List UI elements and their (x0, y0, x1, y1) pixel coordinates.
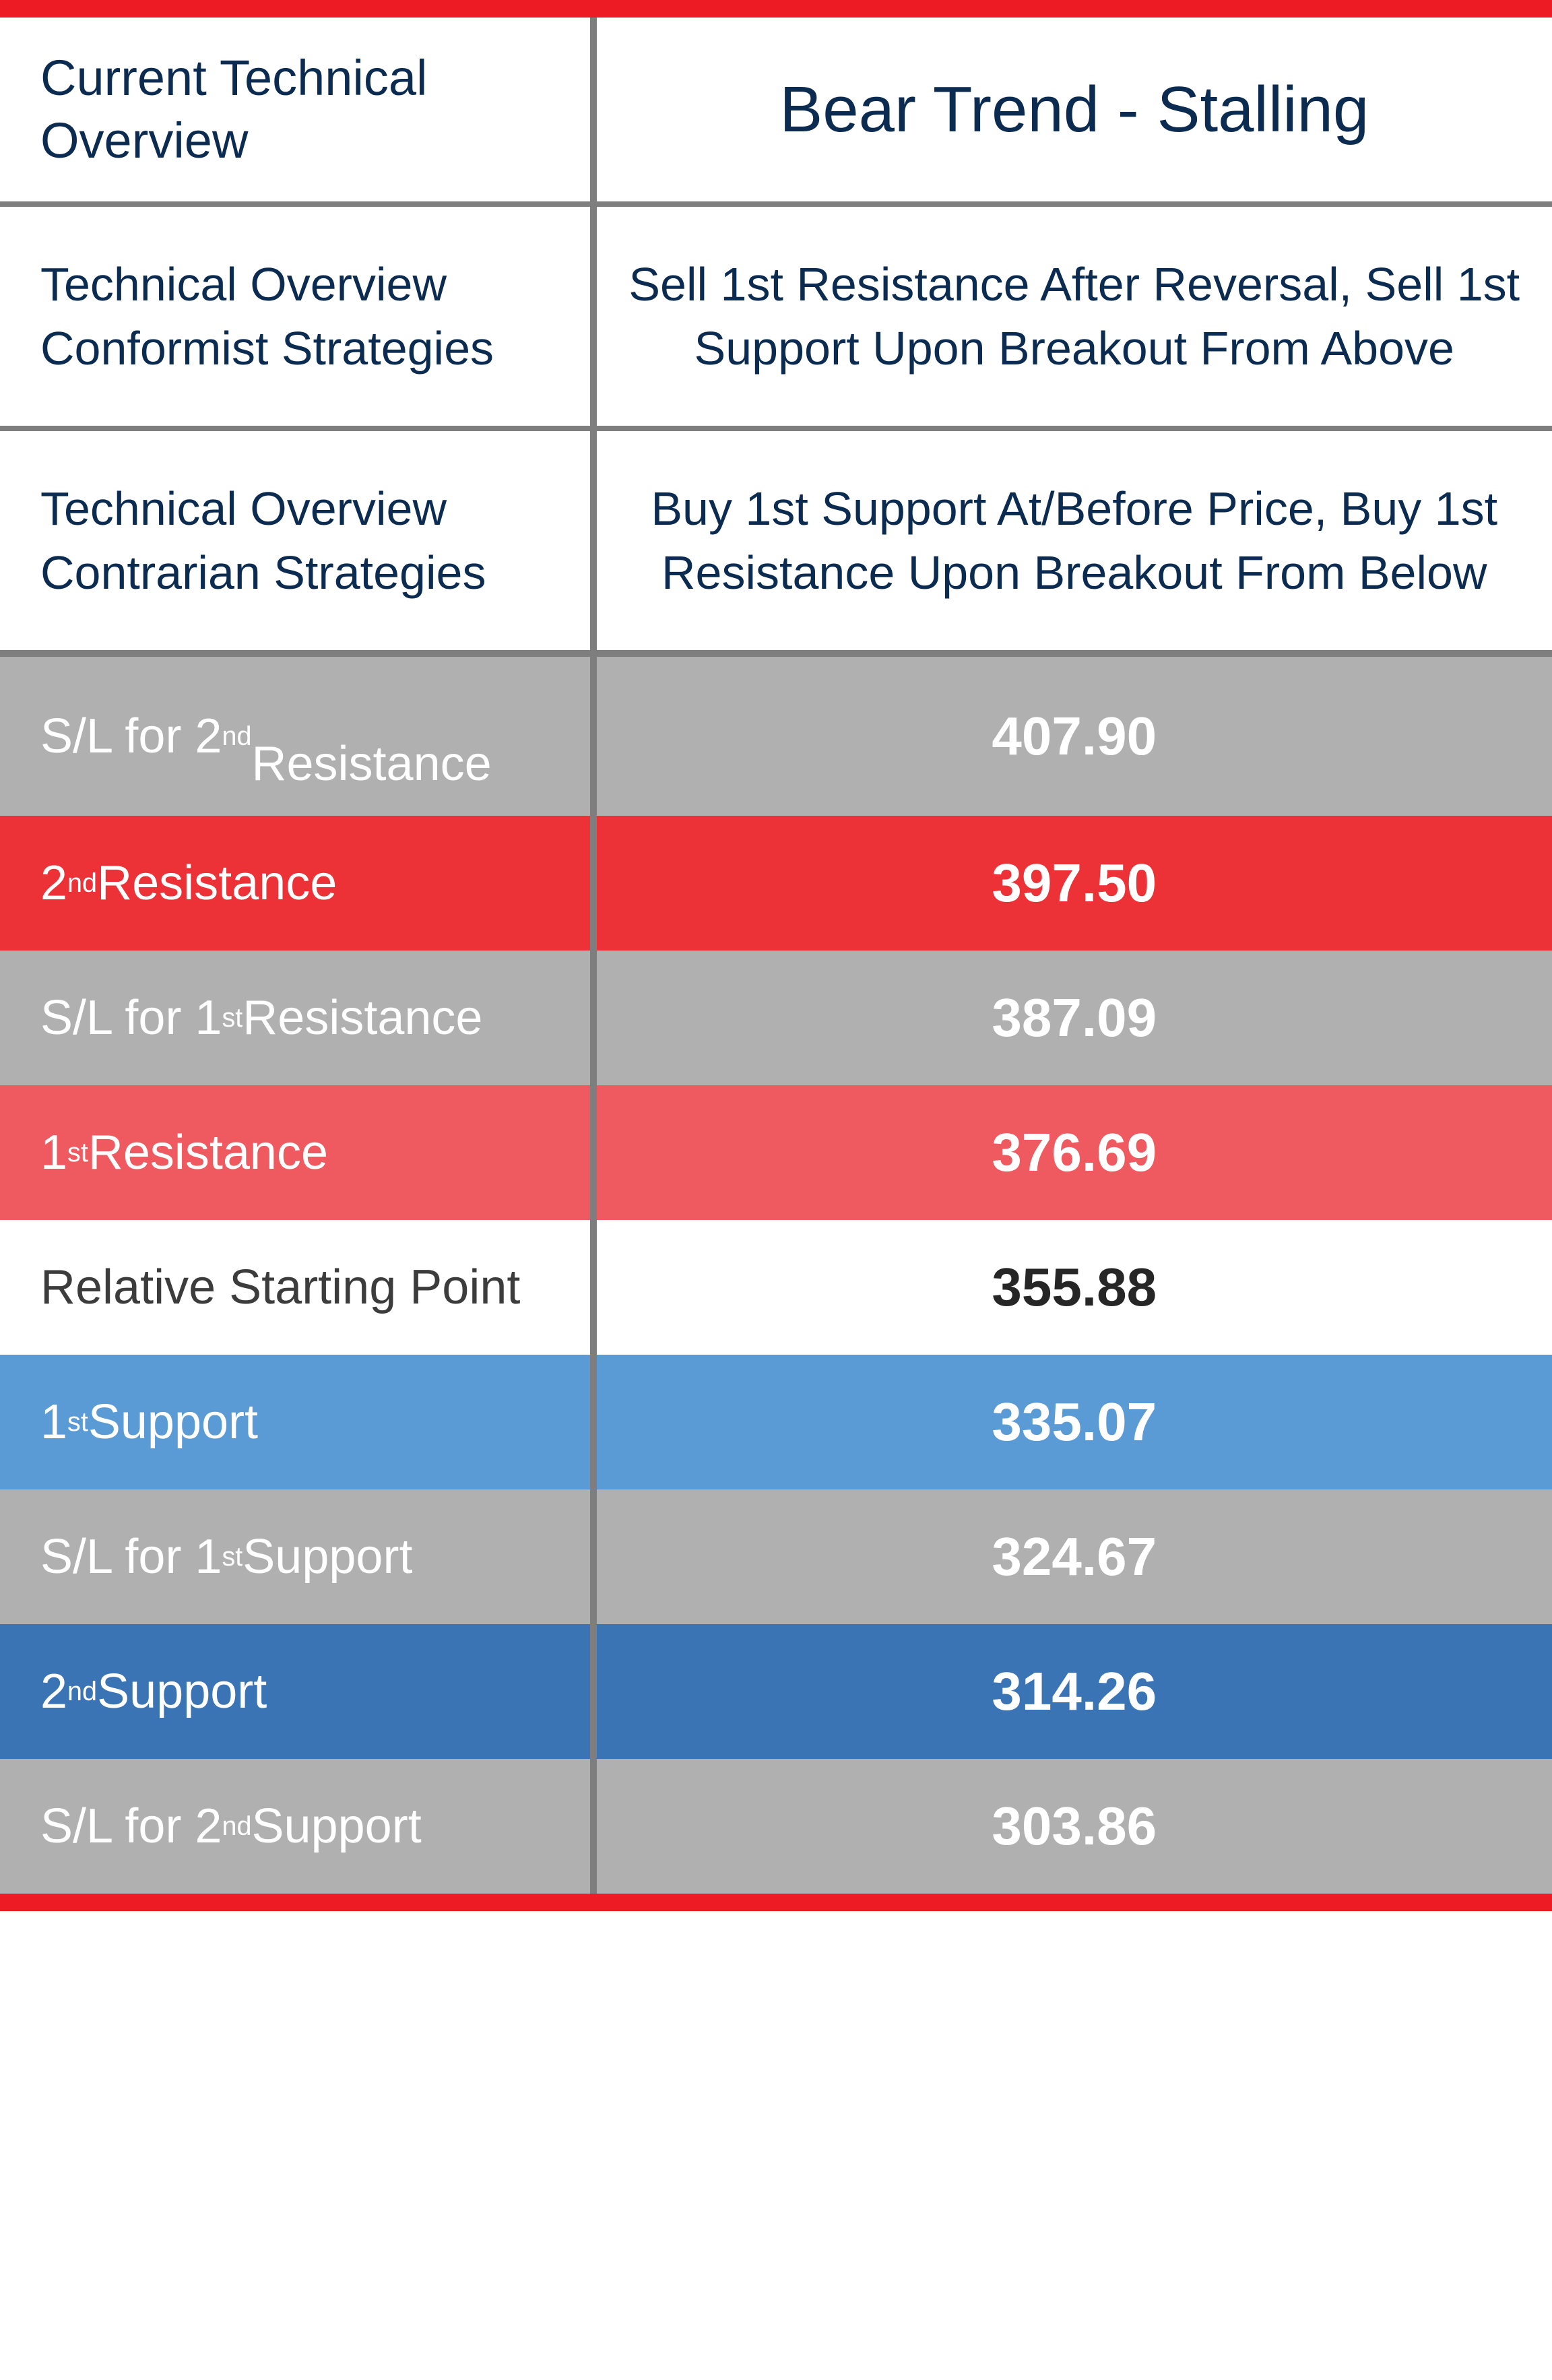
technical-overview-table: Current Technical Overview Bear Trend - … (0, 0, 1552, 1911)
header-value: Bear Trend - Stalling (590, 18, 1552, 201)
level-value: 324.67 (590, 1489, 1552, 1624)
level-value: 355.88 (590, 1220, 1552, 1355)
strategy-row-contrarian: Technical Overview Contrarian Strategies… (0, 426, 1552, 650)
level-value: 387.09 (590, 951, 1552, 1085)
levels-section: S/L for 2ndResistance407.902nd Resistanc… (0, 650, 1552, 1894)
level-row: S/L for 2ndResistance407.90 (0, 657, 1552, 816)
accent-bar-top (0, 0, 1552, 18)
level-row: 1st Resistance376.69 (0, 1085, 1552, 1220)
level-label: 2nd Support (0, 1624, 590, 1759)
strategy-label: Technical Overview Conformist Strategies (0, 207, 590, 426)
level-row: 2nd Resistance397.50 (0, 816, 1552, 951)
level-row: S/L for 1st Resistance387.09 (0, 951, 1552, 1085)
strategy-value: Sell 1st Resistance After Reversal, Sell… (590, 207, 1552, 426)
level-label: S/L for 1st Resistance (0, 951, 590, 1085)
strategy-row-conformist: Technical Overview Conformist Strategies… (0, 201, 1552, 426)
level-label: 1st Resistance (0, 1085, 590, 1220)
level-value: 407.90 (590, 657, 1552, 816)
level-label: S/L for 2ndResistance (0, 657, 590, 816)
header-label: Current Technical Overview (0, 18, 590, 201)
level-value: 335.07 (590, 1355, 1552, 1489)
level-value: 397.50 (590, 816, 1552, 951)
accent-bar-bottom (0, 1894, 1552, 1911)
level-label: S/L for 2nd Support (0, 1759, 590, 1894)
level-value: 314.26 (590, 1624, 1552, 1759)
level-label: Relative Starting Point (0, 1220, 590, 1355)
level-value: 303.86 (590, 1759, 1552, 1894)
level-row: 2nd Support314.26 (0, 1624, 1552, 1759)
level-label: 2nd Resistance (0, 816, 590, 951)
strategy-label: Technical Overview Contrarian Strategies (0, 431, 590, 650)
level-label: 1st Support (0, 1355, 590, 1489)
level-label: S/L for 1st Support (0, 1489, 590, 1624)
strategy-value: Buy 1st Support At/Before Price, Buy 1st… (590, 431, 1552, 650)
level-row: S/L for 1st Support324.67 (0, 1489, 1552, 1624)
level-row: Relative Starting Point355.88 (0, 1220, 1552, 1355)
header-row: Current Technical Overview Bear Trend - … (0, 18, 1552, 201)
level-row: S/L for 2nd Support303.86 (0, 1759, 1552, 1894)
level-value: 376.69 (590, 1085, 1552, 1220)
level-row: 1st Support335.07 (0, 1355, 1552, 1489)
